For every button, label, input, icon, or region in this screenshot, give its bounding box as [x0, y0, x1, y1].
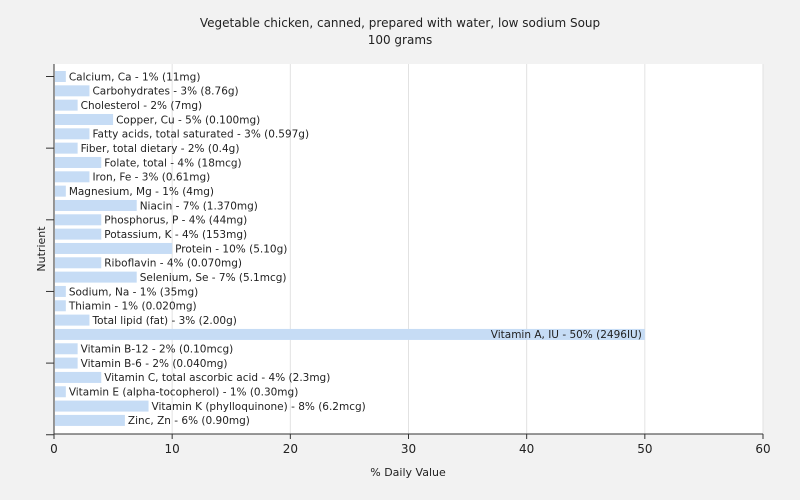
grid-layer: [171, 64, 764, 434]
x-tick-label: 40: [519, 442, 534, 456]
bar: [55, 228, 102, 240]
bar-label: Potassium, K - 4% (153mg): [104, 229, 247, 241]
bar-layer: Calcium, Ca - 1% (11mg) Carbohydrates - 3…: [55, 71, 645, 427]
bar-label: Vitamin K (phylloquinone) - 8% (6.2mcg): [152, 401, 366, 413]
bar: [55, 71, 66, 82]
bar: [55, 285, 66, 297]
bar: [55, 113, 114, 125]
x-tick-label: 0: [50, 442, 58, 456]
bar: [55, 386, 66, 398]
x-tick-label: 10: [165, 442, 180, 456]
bar-label: Thiamin - 1% (0.020mg): [68, 301, 197, 313]
bar-label: Fatty acids, total saturated - 3% (0.597…: [92, 129, 309, 141]
bar: [55, 371, 102, 383]
bar-label: Vitamin C, total ascorbic acid - 4% (2.3…: [104, 372, 330, 384]
tick-layer: 0 10 20 30 40 50 60: [46, 76, 771, 456]
x-tick-label: 60: [755, 442, 770, 456]
bar-label: Selenium, Se - 7% (5.1mcg): [140, 272, 287, 284]
bar: [55, 343, 78, 355]
bar: [55, 85, 90, 97]
bar-label: Iron, Fe - 3% (0.61mg): [92, 172, 210, 184]
bar: [55, 156, 102, 168]
chart-subtitle: 100 grams: [368, 33, 433, 47]
bar-label: Phosphorus, P - 4% (44mg): [104, 215, 247, 227]
bar: [55, 257, 102, 269]
bar: [55, 199, 137, 211]
bar-label: Protein - 10% (5.10g): [175, 243, 287, 255]
bar-label: Vitamin A, IU - 50% (2496IU): [491, 329, 642, 341]
bar-label: Carbohydrates - 3% (8.76g): [92, 86, 238, 98]
bar-label: Calcium, Ca - 1% (11mg): [69, 71, 201, 83]
bar: [55, 142, 78, 154]
bar-label: Fiber, total dietary - 2% (0.4g): [81, 143, 240, 155]
bar: [55, 214, 102, 226]
x-tick-label: 30: [401, 442, 416, 456]
bar: [55, 171, 90, 183]
bar-label: Folate, total - 4% (18mcg): [104, 157, 241, 169]
bar-label: Niacin - 7% (1.370mg): [140, 200, 258, 212]
chart-title: Vegetable chicken, canned, prepared with…: [200, 16, 600, 30]
bar-label: Magnesium, Mg - 1% (4mg): [69, 186, 214, 198]
bar: [55, 357, 78, 369]
bar: [55, 328, 645, 340]
bar: [55, 400, 149, 412]
bar-label: Vitamin B-6 - 2% (0.040mg): [81, 358, 228, 370]
bar: [55, 314, 90, 326]
bar-label: Vitamin B-12 - 2% (0.10mcg): [81, 344, 234, 356]
bar: [55, 271, 137, 283]
bar-label: Vitamin E (alpha-tocopherol) - 1% (0.30m…: [69, 387, 298, 399]
bar-label: Sodium, Na - 1% (35mg): [69, 286, 198, 298]
y-axis-title: Nutrient: [35, 226, 48, 272]
x-axis-title: % Daily Value: [370, 466, 446, 479]
x-tick-label: 50: [637, 442, 652, 456]
bar: [55, 300, 66, 312]
bar-label: Cholesterol - 2% (7mg): [81, 100, 203, 112]
bar-label: Copper, Cu - 5% (0.100mg): [116, 114, 260, 126]
bar: [55, 99, 78, 111]
bar: [55, 128, 90, 140]
bar-label: Riboflavin - 4% (0.070mg): [104, 258, 242, 270]
bar: [55, 242, 173, 254]
bar-label: Total lipid (fat) - 3% (2.00g): [91, 315, 236, 327]
bar: [55, 185, 66, 197]
bar-label: Zinc, Zn - 6% (0.90mg): [128, 415, 250, 427]
x-tick-label: 20: [283, 442, 298, 456]
bar: [55, 414, 125, 426]
